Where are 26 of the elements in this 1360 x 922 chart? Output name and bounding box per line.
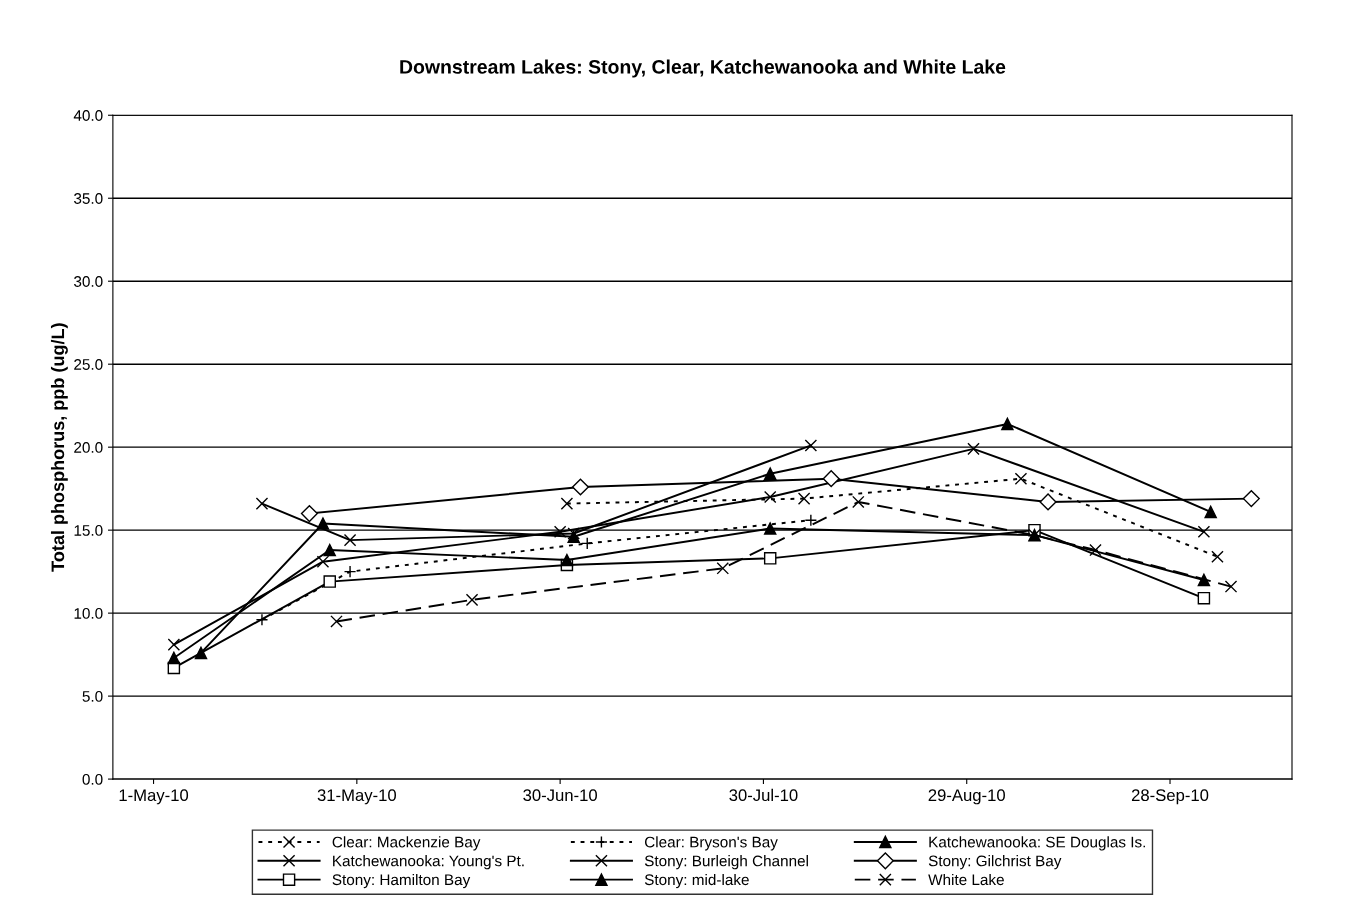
x-tick-label: 30-Jul-10 bbox=[729, 788, 798, 802]
y-tick-label: 40.0 bbox=[73, 110, 103, 121]
legend-label: Stony: Hamilton Bay bbox=[332, 873, 471, 889]
x-tick-label: 28-Sep-10 bbox=[1131, 789, 1209, 805]
x-tick-label: 29-Aug-10 bbox=[928, 789, 1005, 805]
y-tick-label: 35.0 bbox=[74, 193, 103, 204]
y-tick-label: 20.0 bbox=[74, 442, 103, 453]
y-tick-label: 25.0 bbox=[74, 359, 103, 370]
legend-label: Clear: Mackenzie Bay bbox=[332, 836, 481, 851]
chart-title: Downstream Lakes: Stony, Clear, Katchewanooka and White Lake bbox=[400, 59, 1006, 78]
legend-label: Clear: Bryson's Bay bbox=[644, 836, 778, 851]
y-tick-label: 30.0 bbox=[74, 276, 103, 287]
x-tick-label: 30-Jun-10 bbox=[523, 789, 598, 802]
y-tick-label: 10.0 bbox=[74, 608, 103, 619]
legend-label: Stony: Burleigh Channel bbox=[644, 855, 808, 870]
y-axis-title: Total phosphorus, ppb (ug/L) bbox=[50, 323, 68, 572]
legend-label: Stony: Gilchrist Bay bbox=[928, 855, 1062, 870]
legend-label: Katchewanooka: Young's Pt. bbox=[333, 855, 524, 870]
y-tick-label: 5.0 bbox=[82, 690, 103, 702]
y-tick-label: 15.0 bbox=[74, 525, 103, 536]
x-tick-label: 31-May-10 bbox=[317, 789, 397, 805]
legend-label: Stony: mid-lake bbox=[644, 873, 749, 889]
x-tick-label: 1-May-10 bbox=[119, 789, 189, 805]
legend-label: Katchewanooka: SE Douglas Is. bbox=[929, 836, 1145, 851]
y-tick-label: 0.0 bbox=[82, 773, 103, 785]
legend-label: White Lake bbox=[928, 873, 1004, 886]
